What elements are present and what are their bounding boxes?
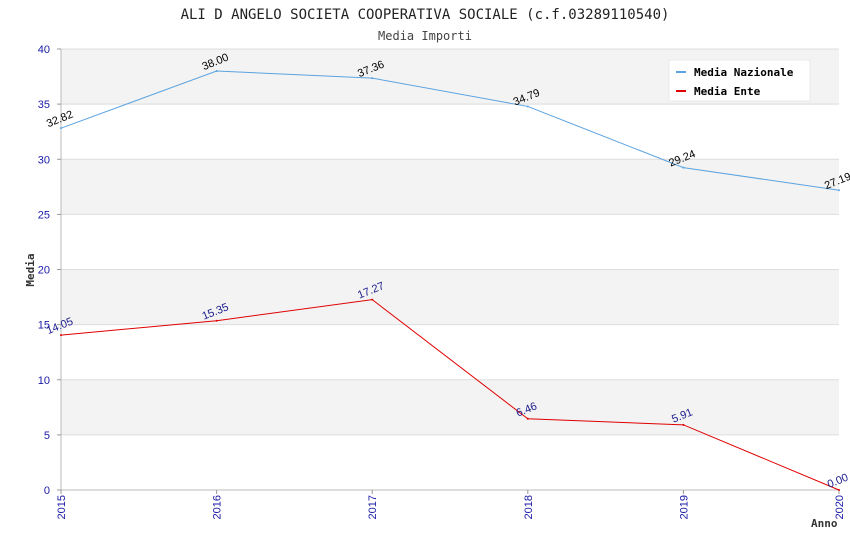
y-tick-label: 35 [38,99,50,111]
data-point [371,298,374,301]
legend-box [668,59,811,102]
x-tick-label: 2015 [56,495,68,519]
x-tick-label: 2018 [523,495,535,519]
data-point [215,319,218,322]
series-line-1 [60,70,840,191]
data-point [682,166,685,169]
grid-band [61,379,839,435]
y-tick-label: 25 [38,209,50,221]
data-point [838,189,840,192]
data-point [60,334,62,337]
chart-title: ALI D ANGELO SOCIETA COOPERATIVA SOCIALE… [181,7,670,23]
x-tick-label: 2017 [367,495,379,519]
grid-band [61,159,839,215]
y-axis-ticks: 0 5 10 15 20 25 30 35 40 [38,44,61,497]
data-point [838,489,840,491]
grid-band [61,269,839,325]
data-label: 0.00 [826,472,850,491]
y-axis-label: Media [24,253,37,286]
data-point [215,70,218,73]
series-lines [60,70,840,491]
x-axis-label: Anno [811,517,838,530]
data-point [682,423,685,426]
y-tick-label: 30 [38,154,50,166]
x-tick-label: 2016 [212,495,224,519]
y-tick-label: 40 [38,44,50,56]
x-axis-ticks: 2015 2016 2017 2018 2019 2020 [56,490,846,519]
grid-bands [61,49,839,435]
legend: Media Nazionale Media Ente [668,59,811,102]
legend-entry: Media Nazionale [694,66,794,79]
data-point [526,417,529,420]
data-label: 32.82 [45,109,75,130]
data-point [60,127,62,130]
y-tick-label: 0 [44,485,50,497]
chart-subtitle: Media Importi [378,29,472,43]
y-tick-label: 20 [38,265,50,277]
data-point [371,77,374,80]
x-tick-label: 2019 [678,495,690,519]
data-point [526,105,529,108]
y-tick-label: 5 [44,430,50,442]
x-tick-label: 2020 [834,495,846,519]
legend-entry: Media Ente [694,85,761,98]
y-tick-label: 15 [38,320,50,332]
series-line-2 [60,299,840,491]
y-tick-label: 10 [38,375,50,387]
